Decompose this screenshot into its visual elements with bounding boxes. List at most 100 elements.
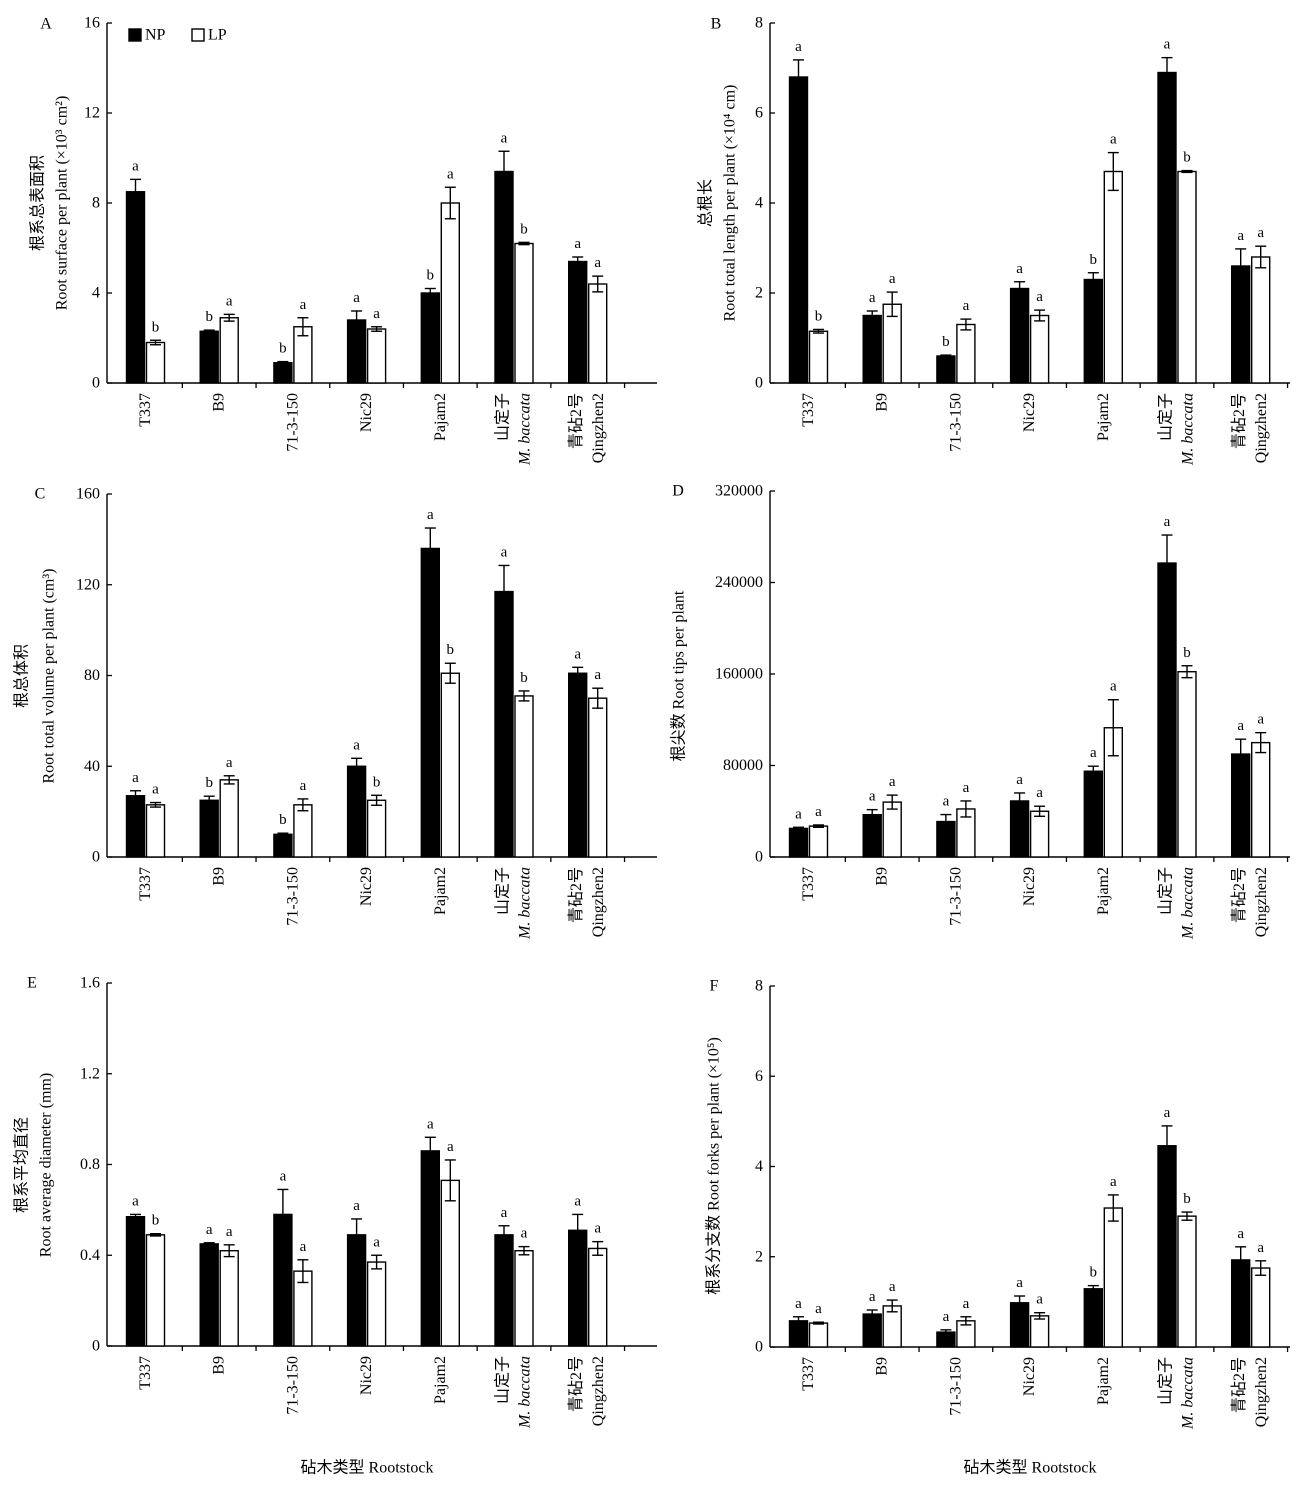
error-bar — [1181, 665, 1193, 679]
x-tick-label: 71-3-150 — [284, 867, 301, 926]
bar-series1-group3 — [273, 833, 293, 858]
legend: NP LP — [128, 27, 227, 44]
significance-letter: b — [520, 221, 528, 237]
error-bar — [1034, 1312, 1046, 1320]
bar-series2-group5 — [440, 672, 460, 858]
error-bar — [371, 794, 383, 806]
x-tick-label: 青砧2号 — [1230, 393, 1248, 449]
significance-letter: a — [427, 507, 434, 523]
significance-letter: a — [427, 1116, 434, 1132]
y-axis-label: 根系分支数 Root forks per plant (×10⁵) — [705, 1037, 723, 1295]
bar-series2-group1 — [145, 804, 166, 858]
error-bar — [1087, 765, 1099, 777]
error-bar — [518, 690, 530, 702]
x-tick-label: Pajam2 — [1095, 867, 1112, 915]
x-tick-label: 山定子 — [494, 1356, 512, 1404]
significance-letter: a — [594, 1221, 601, 1237]
error-bar — [297, 317, 309, 337]
x-tick-label: 71-3-150 — [284, 393, 301, 452]
significance-letter: a — [795, 806, 802, 822]
x-tick-label: 青砧2号 — [1230, 1357, 1248, 1413]
significance-letter: a — [815, 804, 822, 820]
x-tick-label: B9 — [874, 393, 891, 412]
error-bar — [498, 150, 510, 193]
significance-letter: a — [152, 782, 159, 798]
legend-label: LP — [208, 27, 227, 44]
significance-letter: b — [205, 775, 213, 791]
bar-series2-group2 — [219, 1250, 239, 1347]
error-bar — [1087, 272, 1099, 287]
panel-letter: F — [710, 978, 719, 995]
bar-series2-group5 — [440, 202, 460, 384]
error-bar — [592, 1240, 604, 1256]
error-bar — [1161, 56, 1173, 89]
y-axis-label: Root average diameter (mm) — [38, 1073, 55, 1257]
significance-letter: a — [280, 1168, 287, 1184]
x-tick-label: Qingzhen2 — [590, 1356, 607, 1426]
significance-letter: b — [373, 774, 381, 790]
error-bar — [351, 310, 363, 330]
x-tick-label: 青砧2号 — [1230, 867, 1248, 923]
significance-letter: a — [300, 778, 307, 794]
y-tick-label: 8 — [755, 15, 763, 32]
y-tick-label: 8 — [92, 195, 100, 212]
significance-letter: b — [447, 642, 455, 658]
error-bar — [1235, 248, 1247, 284]
x-tick-label: 71-3-150 — [947, 867, 964, 926]
error-bar — [351, 757, 363, 775]
significance-letter: a — [353, 290, 360, 306]
error-bar — [371, 1254, 383, 1270]
x-tick-label: T337 — [137, 1356, 154, 1390]
x-tick-label: 青砧2号 — [567, 393, 585, 449]
y-tick-label: 1.6 — [80, 975, 100, 992]
error-bar — [223, 1244, 235, 1258]
bar-series1-group6 — [494, 590, 514, 858]
bar-series1-group5 — [420, 547, 440, 858]
significance-letter: a — [521, 1226, 528, 1242]
error-bar — [592, 687, 604, 709]
significance-letter: a — [1110, 132, 1117, 148]
y-tick-label: 6 — [755, 105, 763, 122]
error-bar — [498, 564, 510, 619]
bar-series2-group7 — [1250, 1267, 1271, 1348]
error-bar — [444, 1159, 456, 1202]
error-bar — [960, 318, 972, 331]
y-tick-label: 0 — [92, 1338, 100, 1355]
x-tick-label: M. baccata — [1180, 867, 1197, 940]
error-bar — [960, 800, 972, 818]
y-tick-label: 0 — [755, 1339, 763, 1356]
error-bar — [960, 1316, 972, 1326]
bar-series2-group6 — [1177, 671, 1197, 858]
error-bar — [1014, 792, 1026, 810]
bar-series1-group1 — [788, 76, 809, 384]
error-bar — [223, 775, 235, 785]
bar-series1-group2 — [862, 813, 882, 858]
bar-series2-group3 — [293, 804, 313, 858]
bar-series2-group6 — [1177, 170, 1197, 384]
x-tick-label: 山定子 — [1157, 393, 1175, 441]
x-tick-label: Nic29 — [1021, 393, 1038, 432]
significance-letter: a — [132, 1193, 139, 1209]
bar-series1-group4 — [1009, 287, 1030, 384]
bar-series2-group5 — [1103, 170, 1124, 384]
x-tick-label: 山定子 — [494, 393, 512, 441]
significance-letter: a — [501, 544, 508, 560]
bar-series1-group3 — [273, 362, 293, 384]
error-bar — [592, 275, 604, 293]
error-bar — [203, 329, 215, 334]
y-tick-label: 160 — [76, 486, 100, 503]
significance-letter: a — [963, 298, 970, 314]
y-tick-label: 4 — [92, 285, 100, 302]
y-tick-label: 6 — [755, 1068, 763, 1085]
chart-panel-c: C 0 40 80 120 160 根总体积 Root total volume per pl… — [13, 486, 657, 940]
significance-letter: b — [152, 1213, 160, 1229]
y-axis-label: Root total length per plant (×10⁴ cm) — [722, 85, 739, 322]
x-tick-label: Qingzhen2 — [1253, 867, 1270, 937]
x-tick-label: T337 — [137, 867, 154, 901]
significance-letter: b — [1183, 1191, 1191, 1207]
error-bar — [1161, 1125, 1173, 1167]
bar-series2-group1 — [145, 341, 166, 384]
significance-letter: a — [1110, 679, 1117, 695]
significance-letter: a — [1036, 785, 1043, 801]
error-bar — [866, 1309, 878, 1319]
